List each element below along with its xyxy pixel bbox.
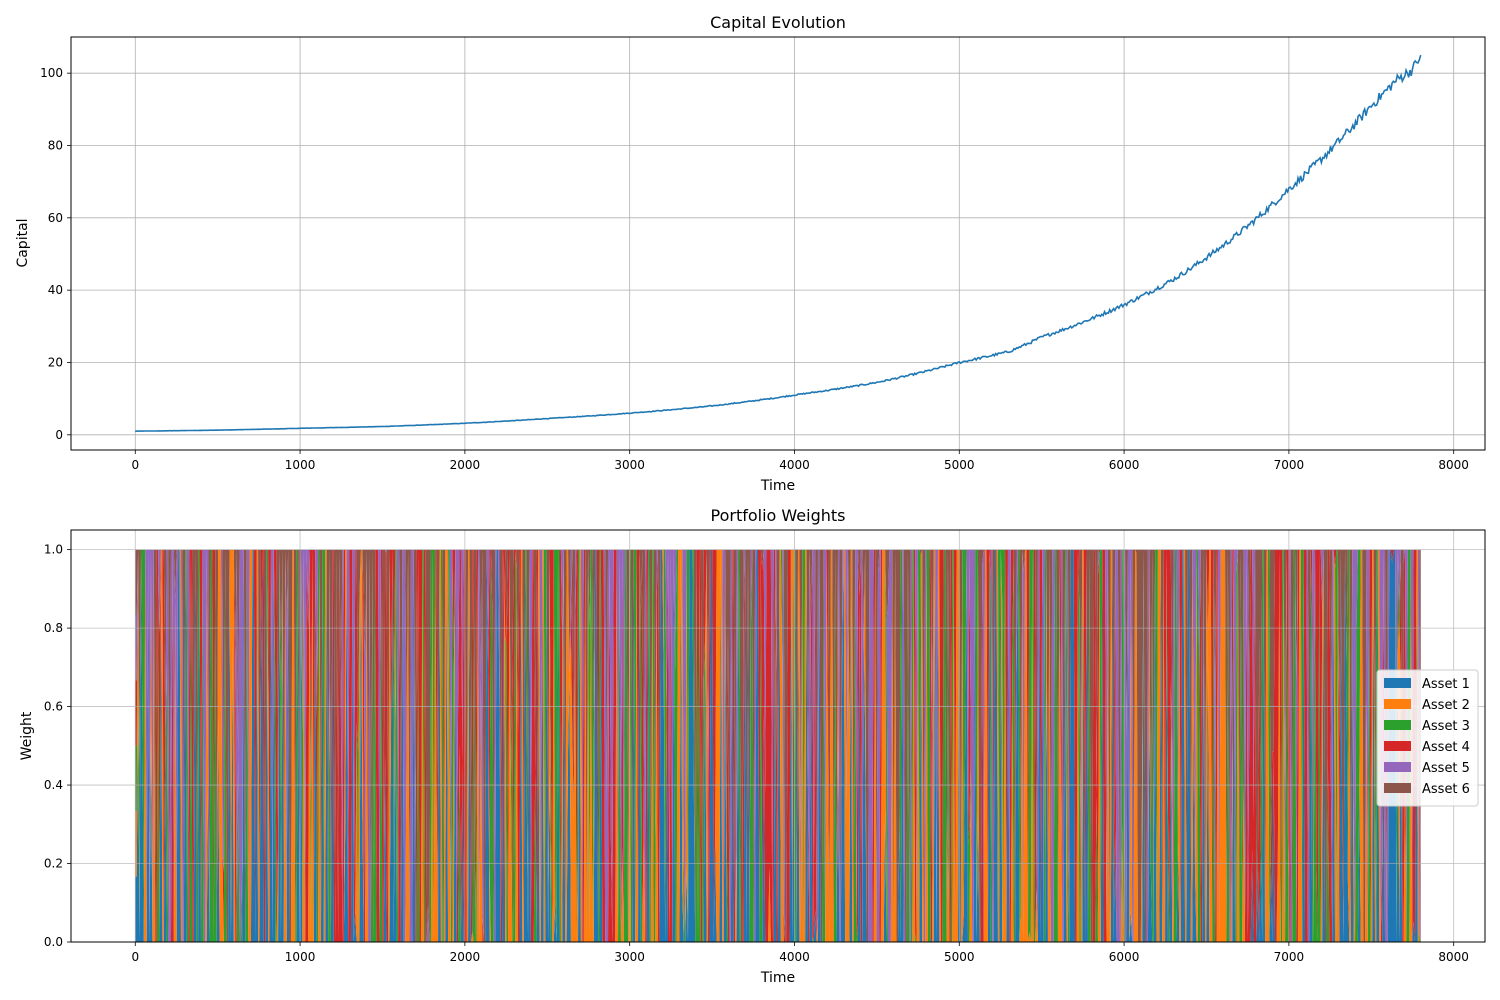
chart1-x-tick-label: 2000	[450, 458, 481, 472]
chart1-x-tick-label: 6000	[1109, 458, 1140, 472]
chart1-y-tick-label: 100	[40, 66, 63, 80]
weight-area-asset-1	[135, 549, 1421, 942]
chart1-y-tick-label: 0	[55, 428, 63, 442]
chart2-x-ticks: 0 1000 2000 3000 4000 5000 6000 7000 8000	[131, 942, 1469, 964]
chart2-x-tick-label: 6000	[1109, 950, 1140, 964]
legend-label: Asset 2	[1422, 698, 1470, 713]
legend-swatch	[1384, 720, 1411, 730]
legend-label: Asset 3	[1422, 719, 1470, 734]
chart2-x-tick-label: 3000	[614, 950, 645, 964]
weight-area-asset-6	[135, 549, 1421, 942]
chart1-x-tick-label: 7000	[1274, 458, 1305, 472]
chart1-axes-frame	[70, 36, 1486, 451]
chart1-x-tick-label: 5000	[944, 458, 975, 472]
chart1-y-tick-label: 40	[48, 283, 63, 297]
capital-evolution-chart: Capital Evolution 0 1000 2000 3000 4000 5000 6…	[15, 13, 1486, 494]
chart2-y-tick-label: 0.6	[44, 700, 63, 714]
chart2-y-tick-label: 0.0	[44, 935, 63, 949]
chart2-y-label: Weight	[19, 711, 35, 760]
chart1-y-tick-label: 20	[48, 355, 63, 369]
chart2-x-tick-label: 8000	[1438, 950, 1469, 964]
chart2-axes-frame	[70, 529, 1486, 943]
chart2-title: Portfolio Weights	[711, 506, 846, 525]
chart2-x-tick-label: 7000	[1274, 950, 1305, 964]
legend-swatch	[1384, 762, 1411, 772]
chart2-x-tick-label: 2000	[450, 950, 481, 964]
legend-swatch	[1384, 783, 1411, 793]
chart2-y-tick-label: 0.2	[44, 857, 63, 871]
chart2-x-tick-label: 5000	[944, 950, 975, 964]
legend-label: Asset 1	[1422, 677, 1470, 692]
weight-area-asset-2	[135, 549, 1421, 942]
chart1-plot-area	[135, 54, 1422, 432]
legend-swatch	[1384, 699, 1411, 709]
chart1-x-ticks: 0 1000 2000 3000 4000 5000 6000 7000 8000	[131, 450, 1469, 472]
chart1-y-tick-label: 80	[48, 138, 63, 152]
weight-area-asset-5	[135, 549, 1421, 942]
legend-swatch	[1384, 741, 1411, 751]
chart1-x-tick-label: 1000	[285, 458, 316, 472]
legend-label: Asset 6	[1422, 782, 1470, 797]
legend-label: Asset 4	[1422, 740, 1470, 755]
chart1-x-tick-label: 4000	[779, 458, 810, 472]
legend-label: Asset 5	[1422, 761, 1470, 776]
chart2-x-label: Time	[760, 970, 795, 986]
chart1-y-label: Capital	[15, 218, 31, 267]
chart2-x-tick-label: 4000	[779, 950, 810, 964]
chart2-x-tick-label: 1000	[285, 950, 316, 964]
chart1-grid	[71, 37, 1485, 450]
chart1-title: Capital Evolution	[710, 13, 846, 32]
chart1-x-tick-label: 3000	[614, 458, 645, 472]
chart2-y-tick-label: 0.4	[44, 778, 63, 792]
chart2-x-tick-label: 0	[131, 950, 139, 964]
chart2-grid	[71, 530, 1485, 943]
chart2-plot-area	[135, 549, 1421, 942]
portfolio-weights-chart: Portfolio Weights 0 1000 2000 3000 4000 5000 6…	[19, 506, 1486, 986]
legend-swatch	[1384, 678, 1411, 688]
chart1-x-tick-label: 8000	[1438, 458, 1469, 472]
chart1-y-ticks: 0 20 40 60 80 100	[40, 66, 71, 442]
chart1-y-tick-label: 60	[48, 211, 63, 225]
capital-series-line	[135, 54, 1422, 432]
chart2-legend: Asset 1 Asset 2 Asset 3 Asset 4 Asset 5 Asset…	[1376, 669, 1479, 807]
weight-area-asset-4	[135, 549, 1421, 942]
chart2-y-tick-label: 1.0	[44, 543, 63, 557]
chart2-y-tick-label: 0.8	[44, 621, 63, 635]
chart2-y-ticks: 0.0 0.2 0.4 0.6 0.8 1.0	[44, 543, 71, 949]
chart1-x-tick-label: 0	[131, 458, 139, 472]
chart1-x-label: Time	[760, 478, 795, 494]
